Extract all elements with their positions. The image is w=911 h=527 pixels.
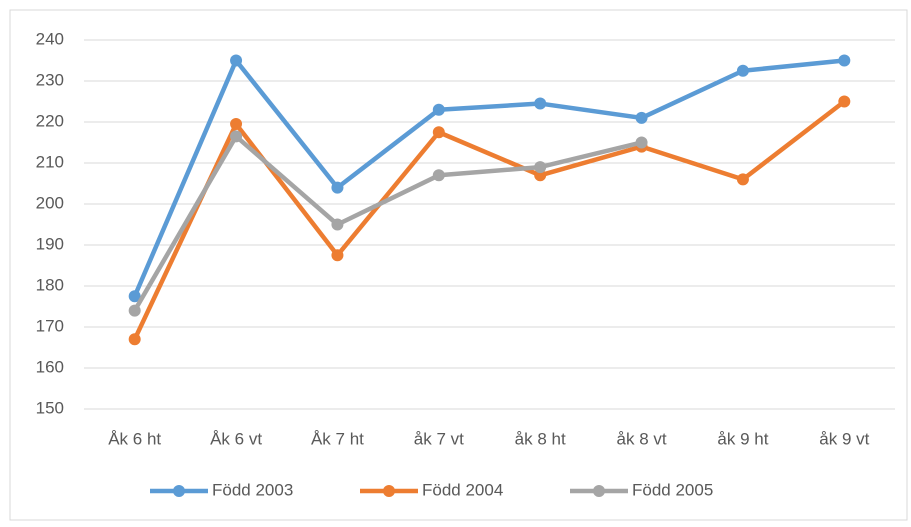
y-tick-label: 240: [36, 29, 64, 48]
data-point: [534, 169, 547, 182]
data-point: [534, 161, 547, 174]
data-point: [838, 54, 851, 67]
data-point: [635, 111, 648, 124]
x-tick-label: Åk 6 ht: [108, 429, 161, 448]
y-tick-label: 180: [36, 275, 64, 294]
y-tick-label: 190: [36, 234, 64, 253]
data-point: [838, 95, 851, 108]
data-point: [432, 126, 445, 139]
x-tick-label: åk 7 vt: [414, 429, 464, 448]
data-point: [432, 103, 445, 116]
legend-marker: [593, 485, 605, 497]
x-tick-label: åk 8 ht: [515, 429, 566, 448]
data-point: [128, 290, 141, 303]
legend-label: Född 2003: [212, 480, 293, 499]
data-point: [534, 97, 547, 110]
series-line: [132, 58, 847, 299]
x-tick-label: Åk 7 ht: [311, 429, 364, 448]
x-tick-label: åk 9 ht: [717, 429, 768, 448]
y-tick-label: 230: [36, 70, 64, 89]
y-tick-label: 150: [36, 398, 64, 417]
y-tick-label: 220: [36, 111, 64, 130]
data-point: [230, 54, 243, 67]
data-point: [736, 64, 749, 77]
data-point: [331, 181, 344, 194]
data-point: [331, 218, 344, 231]
y-tick-label: 210: [36, 152, 64, 171]
data-point: [635, 136, 648, 149]
legend-marker: [383, 485, 395, 497]
data-point: [432, 169, 445, 182]
data-point: [331, 249, 344, 262]
legend-marker: [173, 485, 185, 497]
data-point: [736, 173, 749, 186]
y-tick-label: 160: [36, 357, 64, 376]
data-point: [128, 304, 141, 317]
legend-label: Född 2004: [422, 480, 503, 499]
x-tick-label: Åk 6 vt: [210, 429, 262, 448]
series-line: [132, 99, 847, 342]
y-tick-label: 170: [36, 316, 64, 335]
data-point: [230, 130, 243, 143]
series-line: [132, 134, 644, 313]
data-point: [230, 118, 243, 131]
x-tick-label: åk 9 vt: [819, 429, 869, 448]
x-tick-label: åk 8 vt: [617, 429, 667, 448]
y-tick-label: 200: [36, 193, 64, 212]
legend-label: Född 2005: [632, 480, 713, 499]
data-point: [128, 333, 141, 346]
